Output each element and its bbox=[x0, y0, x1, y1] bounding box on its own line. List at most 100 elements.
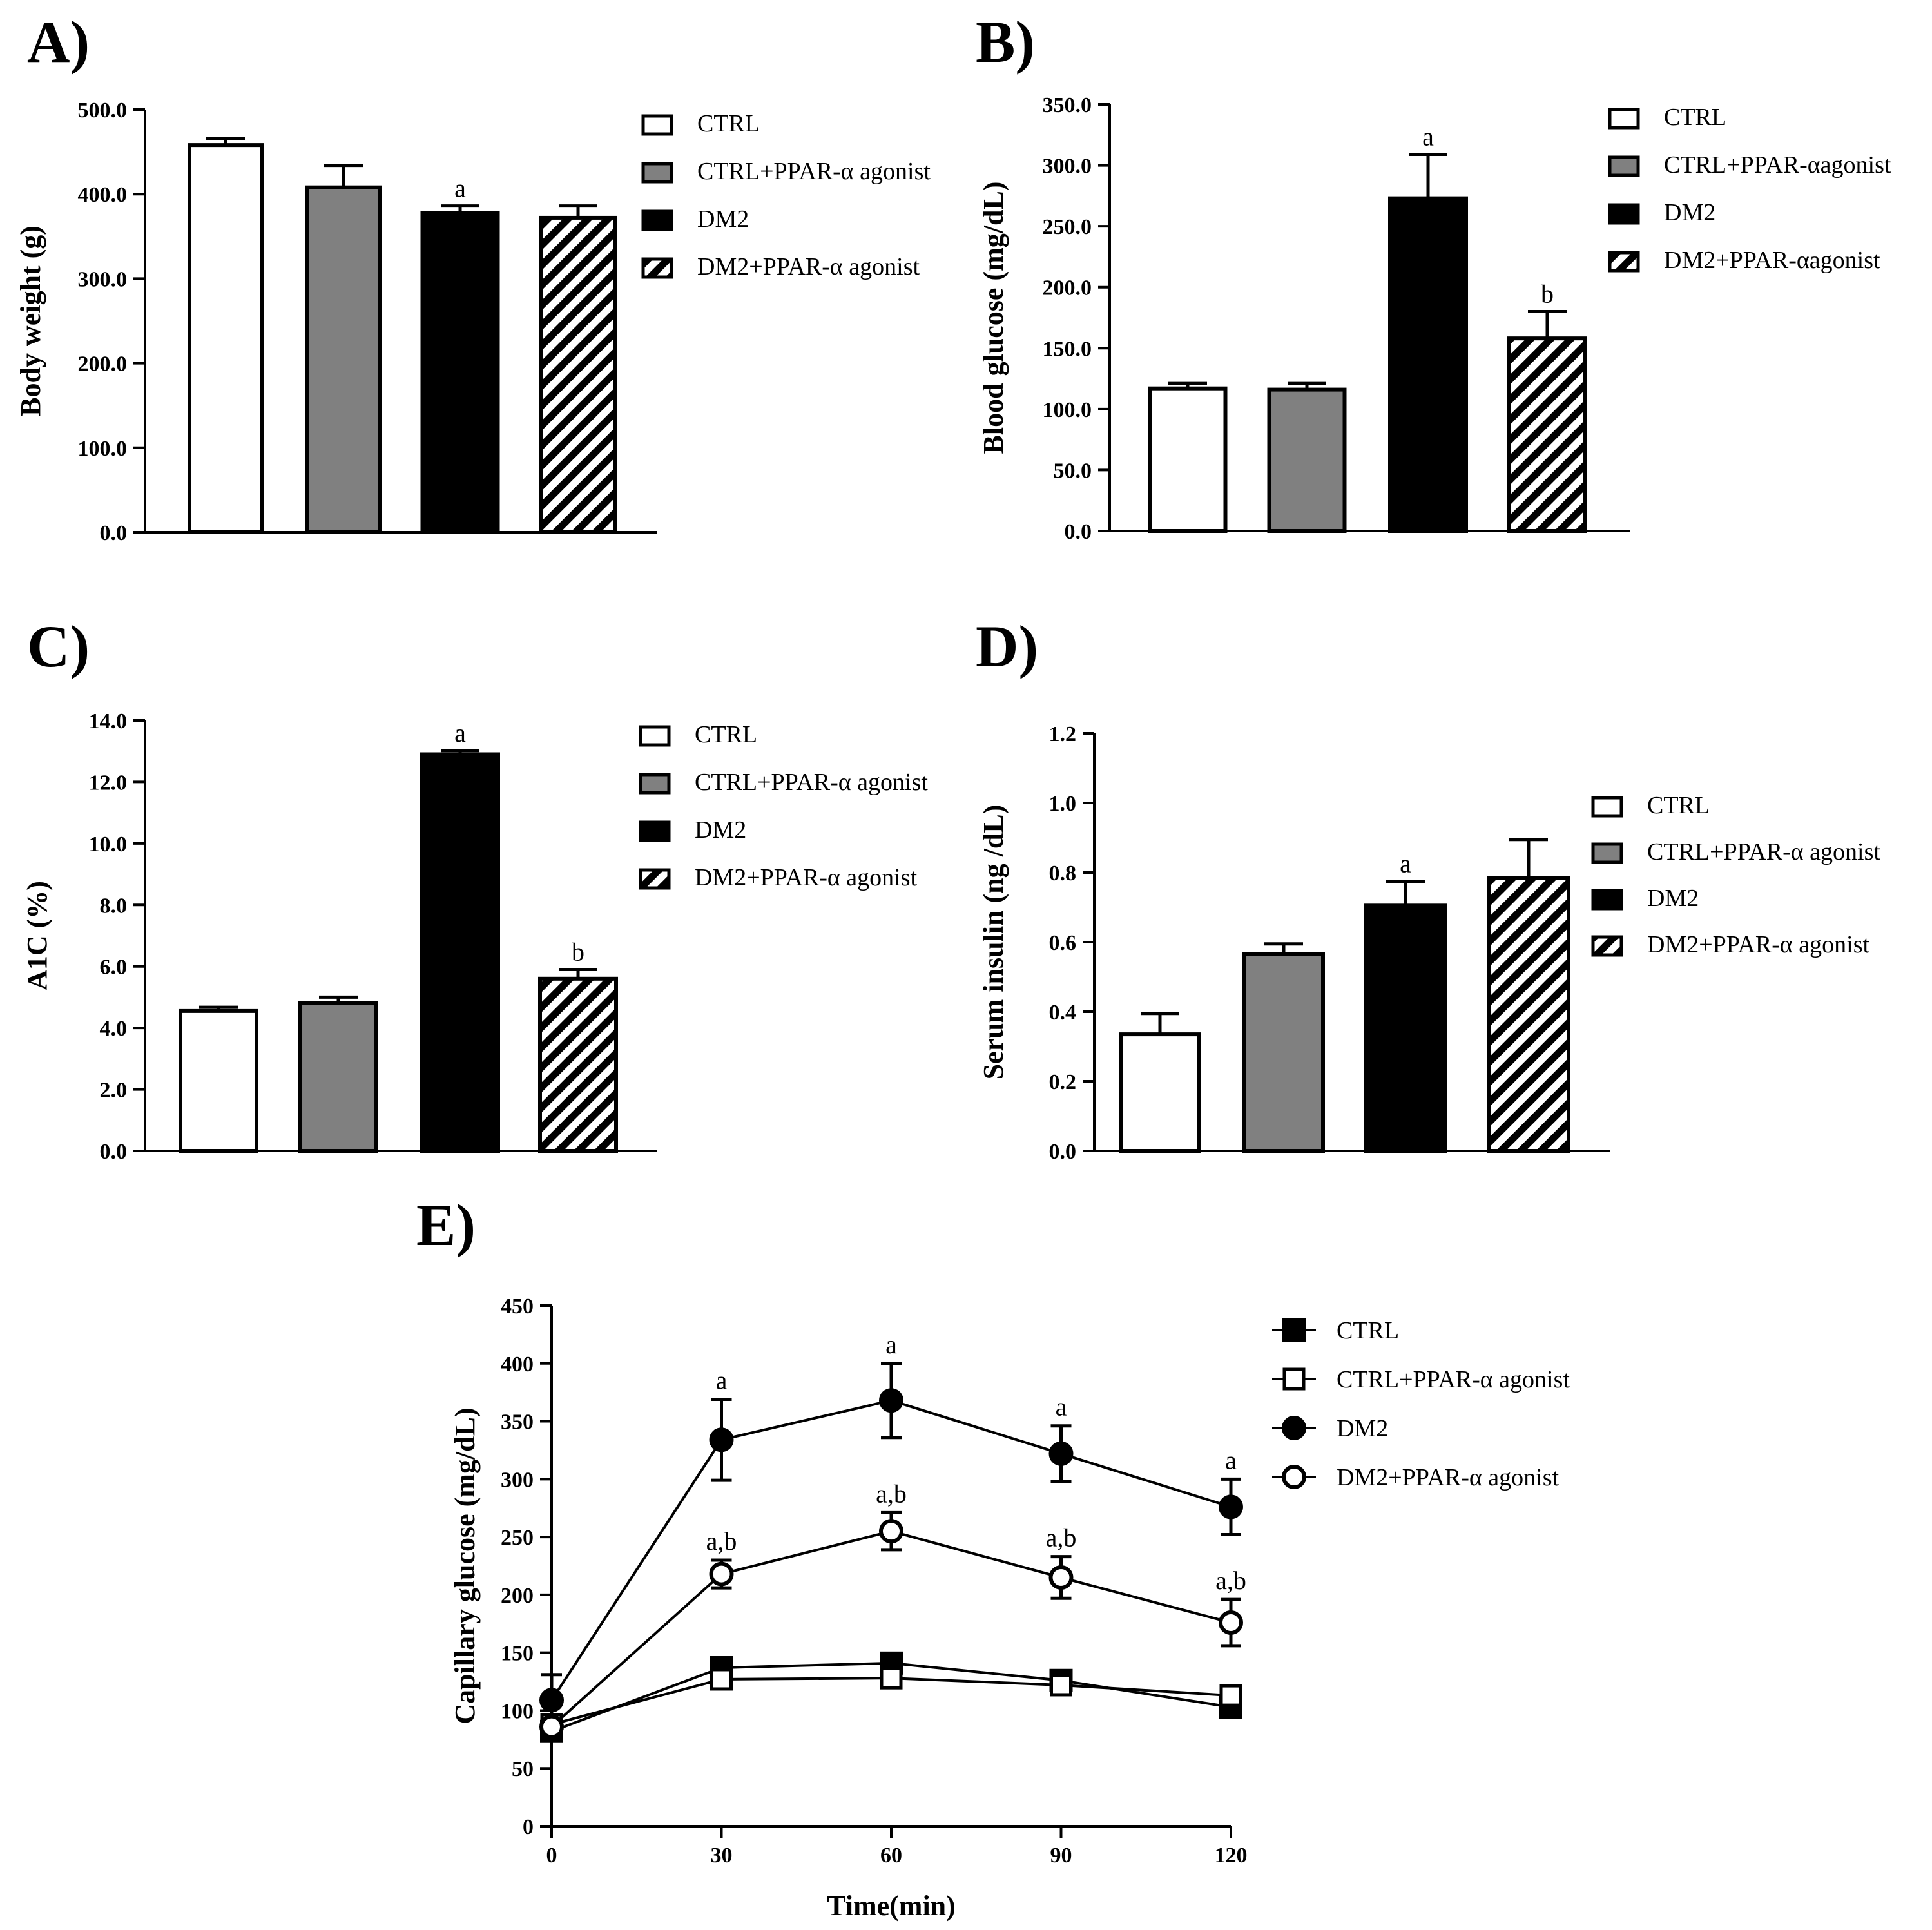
y-axis-label: Serum insulin (ng /dL) bbox=[978, 805, 1009, 1080]
legend-swatch bbox=[641, 114, 673, 136]
x-tick-label: 120 bbox=[1215, 1844, 1248, 1867]
legend-marker bbox=[1282, 1416, 1306, 1440]
y-tick-label: 300.0 bbox=[78, 267, 128, 291]
y-tick-label: 0.4 bbox=[1049, 1001, 1077, 1025]
significance-label: a bbox=[716, 1365, 728, 1394]
y-axis-label: Blood glucose (mg/dL) bbox=[978, 182, 1009, 454]
legend-swatch bbox=[1608, 251, 1640, 273]
significance-label: b bbox=[572, 937, 584, 966]
y-tick-label: 200 bbox=[501, 1584, 534, 1608]
bar-3 bbox=[420, 211, 500, 534]
significance-label: a,b bbox=[1046, 1523, 1077, 1552]
y-tick-label: 50.0 bbox=[1054, 459, 1092, 483]
y-tick-label: 12.0 bbox=[89, 771, 128, 795]
legend-swatch bbox=[1608, 155, 1640, 177]
data-point bbox=[880, 1666, 903, 1690]
data-point bbox=[709, 1427, 734, 1452]
panel-c-a1c-chart: C) 0.0 2.0 4.0 6.0 8.0 10.0 12.0 14.0 A1C (%) a b CT… bbox=[21, 613, 928, 1164]
legend-label: CTRL+PPAR-α agonist bbox=[1647, 838, 1880, 865]
legend-label: DM2 bbox=[695, 816, 746, 844]
legend-label: CTRL+PPAR-α agonist bbox=[1337, 1366, 1570, 1393]
data-point bbox=[710, 1668, 733, 1691]
y-tick-label: 350.0 bbox=[1043, 93, 1092, 117]
y-tick-label: 0.0 bbox=[100, 1140, 128, 1164]
significance-label: a,b bbox=[876, 1479, 907, 1508]
x-axis-label: Time(min) bbox=[827, 1890, 956, 1922]
legend-swatch bbox=[1608, 203, 1640, 225]
panel-e-capillary-glucose-chart: E) 0 50 100 150 200 250 300 350 400 450 0 30 60 90 120 C… bbox=[416, 1192, 1570, 1922]
y-tick-label: 50 bbox=[512, 1757, 534, 1781]
y-tick-label: 400 bbox=[501, 1353, 534, 1376]
data-point bbox=[1050, 1674, 1072, 1697]
y-tick-label: 150.0 bbox=[1043, 337, 1092, 361]
y-tick-label: 100 bbox=[501, 1699, 534, 1723]
y-tick-label: 0.6 bbox=[1049, 931, 1077, 955]
panel-d-serum-insulin-chart: D) 0.0 0.2 0.4 0.6 0.8 1.0 1.2 Serum insulin (ng… bbox=[976, 613, 1880, 1164]
bar-1 bbox=[188, 143, 264, 534]
bar-4 bbox=[1507, 336, 1587, 533]
legend-label: DM2 bbox=[1337, 1415, 1388, 1442]
y-tick-label: 200.0 bbox=[78, 352, 128, 376]
x-tick-label: 90 bbox=[1050, 1844, 1072, 1867]
y-axis-label: Body weight (g) bbox=[15, 226, 46, 416]
y-tick-label: 0.0 bbox=[1065, 520, 1092, 544]
legend-marker bbox=[1282, 1367, 1306, 1391]
bar-3 bbox=[420, 752, 500, 1153]
legend-swatch bbox=[1591, 889, 1623, 911]
legend-label: CTRL bbox=[1647, 792, 1710, 819]
y-tick-label: 0.0 bbox=[100, 521, 128, 545]
legend-marker bbox=[1282, 1318, 1306, 1342]
data-point bbox=[539, 1714, 564, 1739]
legend-swatch bbox=[1591, 842, 1623, 864]
y-tick-label: 0.2 bbox=[1049, 1070, 1077, 1094]
legend-marker bbox=[1282, 1465, 1306, 1489]
bar-1 bbox=[1148, 386, 1228, 534]
significance-label: a bbox=[454, 174, 466, 203]
x-tick-label: 30 bbox=[711, 1844, 733, 1867]
data-point bbox=[1219, 1684, 1242, 1707]
bar-3 bbox=[1364, 903, 1447, 1153]
significance-label: a bbox=[454, 719, 466, 748]
panel-a-body-weight-chart: A) 0.0 100.0 200.0 300.0 400.0 500.0 Body weigh… bbox=[15, 9, 931, 545]
y-axis-label: A1C (%) bbox=[21, 881, 53, 990]
y-tick-label: 250.0 bbox=[1043, 215, 1092, 239]
y-tick-label: 300 bbox=[501, 1468, 534, 1492]
panel-label: A) bbox=[27, 9, 90, 75]
series-ctrl-ppar-agonist bbox=[540, 1666, 1242, 1736]
y-tick-label: 14.0 bbox=[89, 709, 128, 733]
y-tick-label: 0.8 bbox=[1049, 862, 1077, 885]
panel-label: B) bbox=[976, 9, 1035, 75]
panel-b-blood-glucose-chart: B) 0.0 50.0 100.0 150.0 200.0 250.0 300.0 350.0 B… bbox=[976, 9, 1891, 544]
series-dm2-ppar-agonist: a,b a,b a,b a,b bbox=[539, 1479, 1246, 1739]
legend-label: CTRL bbox=[695, 721, 757, 748]
legend-label: CTRL bbox=[1664, 104, 1726, 131]
significance-label: b bbox=[1541, 280, 1554, 309]
bar-2 bbox=[1267, 387, 1347, 534]
y-tick-label: 500.0 bbox=[78, 99, 128, 122]
y-tick-label: 10.0 bbox=[89, 833, 128, 856]
legend-swatch bbox=[641, 257, 673, 279]
data-point bbox=[539, 1688, 564, 1713]
series-ctrl bbox=[540, 1651, 1242, 1743]
y-tick-label: 2.0 bbox=[100, 1079, 128, 1103]
data-point bbox=[1219, 1494, 1243, 1520]
y-tick-label: 300.0 bbox=[1043, 155, 1092, 179]
legend-label: DM2+PPAR-αagonist bbox=[1664, 247, 1880, 274]
x-tick-label: 60 bbox=[880, 1844, 902, 1867]
significance-label: a bbox=[1422, 122, 1434, 151]
legend-label: CTRL+PPAR-αagonist bbox=[1664, 151, 1891, 179]
panel-label: C) bbox=[27, 613, 90, 679]
y-tick-label: 400.0 bbox=[78, 183, 128, 207]
bar-4 bbox=[539, 215, 617, 534]
significance-label: a bbox=[885, 1330, 897, 1359]
y-tick-label: 1.0 bbox=[1049, 792, 1077, 816]
y-tick-label: 0.0 bbox=[1049, 1140, 1077, 1164]
y-axis-label: Capillary glucose (mg/dL) bbox=[449, 1407, 481, 1724]
panel-label: D) bbox=[976, 613, 1038, 679]
bar-4 bbox=[538, 976, 618, 1153]
legend-swatch bbox=[639, 868, 671, 890]
bar-2 bbox=[1242, 952, 1325, 1153]
legend-swatch bbox=[1591, 935, 1623, 957]
legend-swatch bbox=[1591, 796, 1623, 818]
